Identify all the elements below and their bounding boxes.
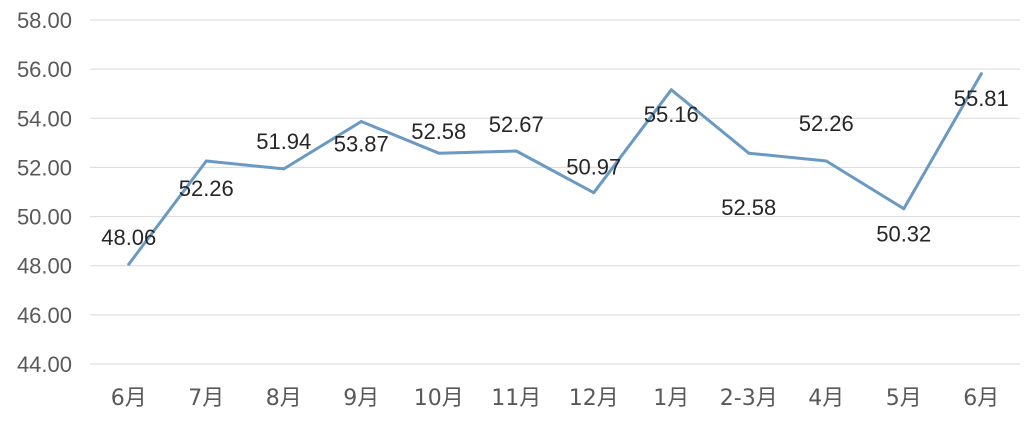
data-point [514,149,518,153]
y-axis-ticks: 58.00 56.00 54.00 52.00 50.00 48.00 46.00 44.00 [17,8,72,377]
data-point [127,262,131,266]
y-tick-label: 48.00 [17,254,72,279]
x-tick-label: 6月 [963,386,999,411]
data-point [282,167,286,171]
gridlines [90,19,1020,365]
y-tick-label: 46.00 [17,303,72,328]
x-tick-label: 10月 [414,386,464,411]
y-tick-label: 54.00 [17,106,72,131]
data-label: 55.81 [954,86,1009,111]
x-axis-ticks: 6月 7月 8月 9月 10月 11月 12月 1月 2-3月 4月 5月 6月 [111,386,1000,411]
data-point [669,88,673,92]
data-point [204,159,208,163]
data-point [979,72,983,76]
data-label: 51.94 [256,129,311,154]
data-label: 55.16 [644,102,699,127]
data-label: 52.26 [179,176,234,201]
y-tick-label: 44.00 [17,352,72,377]
data-label: 52.58 [411,119,466,144]
y-tick-label: 56.00 [17,57,72,82]
x-tick-label: 12月 [569,386,619,411]
x-tick-label: 8月 [266,386,302,411]
data-point [437,151,441,155]
data-label: 52.26 [799,111,854,136]
data-labels: 48.06 52.26 51.94 53.87 52.58 52.67 50.97 55.16… [101,86,1009,250]
y-tick-label: 52.00 [17,155,72,180]
x-tick-label: 7月 [188,386,224,411]
data-label: 50.32 [876,222,931,247]
data-point [902,207,906,211]
data-point [747,151,751,155]
series-layer [127,72,983,266]
x-tick-label: 6月 [111,386,147,411]
data-point [824,159,828,163]
data-label: 48.06 [101,225,156,250]
data-label: 50.97 [566,155,621,180]
data-point [592,191,596,195]
x-tick-label: 1月 [653,386,689,411]
data-point [359,119,363,123]
data-label: 52.58 [721,195,776,220]
x-tick-label: 2-3月 [720,386,778,411]
y-tick-label: 50.00 [17,205,72,230]
series-line [127,72,983,266]
data-label: 53.87 [334,131,389,156]
x-tick-label: 5月 [886,386,922,411]
x-tick-label: 4月 [808,386,844,411]
x-tick-label: 9月 [343,386,379,411]
x-tick-label: 11月 [491,386,541,411]
data-label: 52.67 [489,112,544,137]
y-tick-label: 58.00 [17,8,72,33]
